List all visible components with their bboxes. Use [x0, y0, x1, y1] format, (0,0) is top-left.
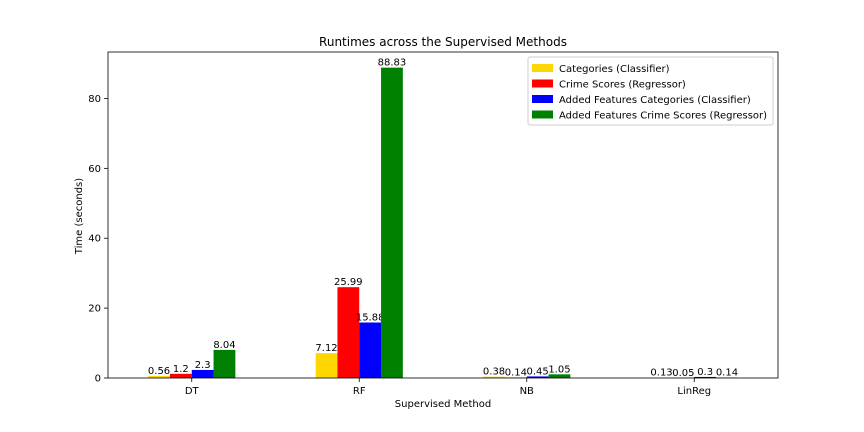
bar-nb-series-4 [548, 374, 571, 378]
data-label-nb-series-4: 1.05 [548, 364, 570, 375]
data-label-dt-series-3: 2.3 [195, 360, 211, 371]
y-tick-label-20: 20 [88, 304, 101, 315]
bar-nb-series-1 [483, 376, 505, 378]
y-tick-label-40: 40 [88, 234, 101, 245]
data-label-linreg-series-4: 0.14 [716, 368, 738, 379]
bar-rf-series-1 [315, 353, 338, 378]
x-tick-label-dt: DT [185, 386, 200, 397]
data-label-dt-series-1: 0.56 [148, 366, 170, 377]
data-label-linreg-series-1: 0.13 [650, 368, 672, 379]
bar-rf-series-2 [337, 287, 360, 378]
data-label-nb-series-3: 0.45 [527, 366, 549, 377]
y-tick-label-80: 80 [88, 94, 101, 105]
legend-label-series-3: Added Features Categories (Classifier) [559, 95, 751, 106]
data-label-rf-series-3: 15.88 [356, 313, 385, 324]
x-axis-label: Supervised Method [395, 399, 491, 410]
data-label-dt-series-2: 1.2 [173, 364, 189, 375]
data-label-rf-series-1: 7.12 [315, 343, 337, 354]
data-label-rf-series-2: 25.99 [334, 277, 363, 288]
bar-dt-series-4 [213, 349, 236, 378]
legend-swatch-series-4 [532, 110, 553, 119]
bar-dt-series-3 [191, 369, 214, 378]
x-tick-label-linreg: LinReg [677, 386, 711, 397]
data-label-rf-series-4: 88.83 [378, 58, 407, 69]
data-label-nb-series-2: 0.14 [505, 368, 527, 379]
legend-swatch-series-3 [532, 95, 553, 103]
x-tick-label-nb: NB [520, 386, 534, 397]
bar-linreg-series-3 [694, 376, 717, 378]
data-label-linreg-series-3: 0.3 [697, 367, 713, 378]
y-axis-label: Time (seconds) [74, 178, 85, 255]
legend-label-series-1: Categories (Classifier) [559, 64, 670, 75]
y-tick-label-0: 0 [95, 374, 101, 385]
x-tick-label-rf: RF [353, 386, 366, 397]
bar-nb-series-3 [526, 376, 549, 378]
data-label-linreg-series-2: 0.05 [672, 368, 694, 379]
y-tick-label-60: 60 [88, 164, 101, 175]
data-label-nb-series-1: 0.38 [483, 367, 505, 378]
legend-box [527, 56, 774, 126]
legend-swatch-series-1 [532, 64, 553, 72]
plot-area: 0.56 1.2 2.38.04 DT 7.12 25.99 15.88 88.83 RF 0.3… [88, 51, 779, 397]
legend-swatch-series-2 [532, 79, 553, 88]
legend-label-series-2: Crime Scores (Regressor) [559, 80, 686, 91]
legend: Categories (Classifier) Crime Scores (Reg… [527, 56, 774, 126]
bar-rf-series-3 [359, 322, 382, 378]
data-label-dt-series-4: 8.04 [213, 340, 235, 351]
bar-rf-series-4 [381, 67, 403, 379]
bar-dt-series-1 [148, 376, 170, 378]
axes-frame [107, 51, 779, 379]
legend-label-series-4: Added Features Crime Scores (Regressor) [559, 111, 767, 122]
bar-dt-series-2 [169, 373, 192, 378]
chart-title: Runtimes across the Supervised Methods [319, 35, 567, 49]
